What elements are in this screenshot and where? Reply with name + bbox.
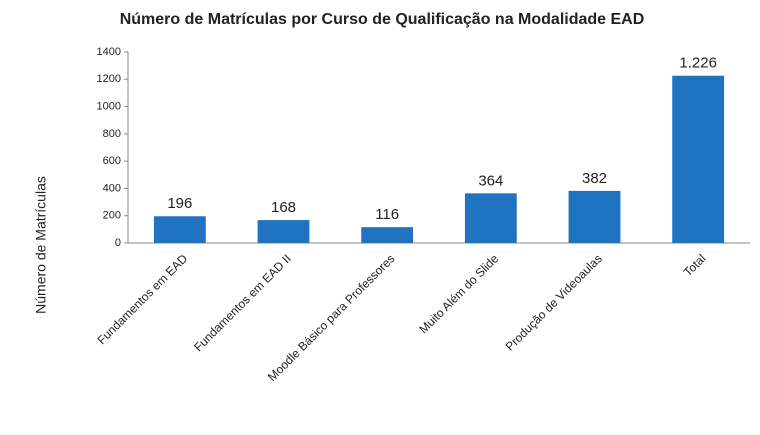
y-axis-label: Número de Matrículas (33, 176, 49, 314)
x-tick-label: Muito Além do Slide (416, 251, 501, 336)
y-tick-label: 400 (103, 182, 121, 194)
y-tick-label: 0 (115, 237, 121, 249)
data-label: 382 (582, 170, 607, 187)
bar (257, 220, 310, 243)
bar (153, 216, 206, 243)
x-tick-label: Moodle Básico para Professores (265, 251, 398, 384)
x-tick-label: Fundamentos em EAD (94, 251, 190, 347)
x-tick-label: Produção de Videoaulas (503, 251, 605, 353)
data-label: 364 (478, 172, 503, 189)
y-tick-label: 800 (103, 128, 121, 140)
bar (464, 193, 517, 243)
bar (568, 190, 621, 243)
bar (361, 227, 414, 243)
chart-title: Número de Matrículas por Curso de Qualif… (120, 11, 645, 28)
x-tick-label: Total (681, 251, 709, 279)
y-tick-label: 1400 (97, 46, 121, 58)
data-label: 168 (271, 199, 296, 216)
x-tick-label: Fundamentos em EAD II (191, 251, 294, 354)
data-label: 116 (375, 206, 399, 223)
data-label: 1.226 (679, 55, 717, 72)
y-tick-label: 1000 (97, 100, 121, 112)
y-tick-label: 600 (103, 155, 121, 167)
data-label: 196 (167, 195, 192, 212)
bar (672, 75, 725, 243)
y-tick-label: 200 (103, 210, 121, 222)
y-tick-label: 1200 (97, 73, 121, 85)
